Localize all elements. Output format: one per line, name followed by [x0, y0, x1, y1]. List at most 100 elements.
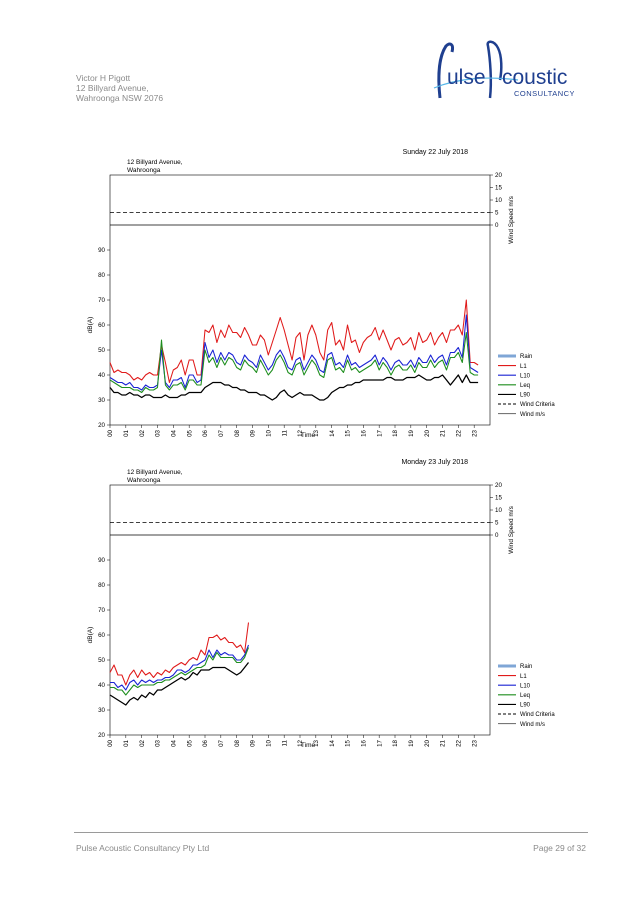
y-tick-label: 70 [98, 607, 105, 614]
y-tick-label: 70 [98, 297, 105, 304]
y2-tick-label: 0 [495, 532, 499, 539]
series-line-leq [110, 647, 249, 696]
legend-label: Rain [520, 354, 532, 360]
x-tick-label: 11 [281, 429, 288, 436]
chart-title: Sunday 22 July 2018 [403, 149, 468, 156]
y-tick-label: 80 [98, 272, 105, 279]
x-tick-label: 18 [392, 739, 399, 746]
chart-monday: Monday 23 July 2018 12 Billyard Avenue,Wa… [87, 459, 555, 749]
y-tick-label: 30 [98, 397, 105, 404]
legend-label: Wind Criteria [520, 402, 555, 408]
x-tick-label: 05 [186, 739, 193, 746]
x-tick-label: 04 [171, 739, 178, 746]
y-tick-label: 20 [98, 422, 105, 429]
chart-subtitle: Wahroonga [127, 477, 161, 484]
series-line-l1 [109, 299, 479, 384]
chart-subtitle: 12 Billyard Avenue, [127, 159, 183, 166]
y2-tick-label: 5 [495, 520, 499, 527]
series-line-l10 [109, 314, 479, 391]
x-tick-label: 05 [186, 429, 193, 436]
x-tick-label: 00 [107, 739, 114, 746]
y-axis-label: dB(A) [87, 627, 94, 644]
x-tick-label: 09 [250, 429, 257, 436]
series-line-l90 [109, 662, 250, 706]
address-block: Victor H Pigott 12 Billyard Avenue, Wahr… [76, 73, 163, 103]
chart-title: Monday 23 July 2018 [401, 459, 468, 466]
y2-tick-label: 20 [495, 482, 502, 489]
x-tick-label: 08 [234, 429, 241, 436]
x-tick-label: 07 [218, 739, 225, 746]
x-tick-label: 22 [456, 739, 463, 746]
legend-label: Leq [520, 383, 530, 389]
y-tick-label: 40 [98, 682, 105, 689]
y-tick-label: 20 [98, 732, 105, 739]
x-tick-label: 23 [471, 739, 478, 746]
x-tick-label: 17 [376, 739, 383, 746]
x-tick-label: 19 [408, 429, 415, 436]
x-tick-label: 20 [424, 739, 431, 746]
legend-label: Wind m/s [520, 412, 545, 418]
footer-page-number: Page 29 of 32 [533, 843, 586, 853]
x-axis-label: Time [301, 432, 316, 439]
legend-label: Wind Criteria [520, 712, 555, 718]
x-tick-label: 19 [408, 739, 415, 746]
legend-label: L1 [520, 364, 527, 370]
y-tick-label: 60 [98, 632, 105, 639]
x-tick-label: 12 [297, 429, 304, 436]
x-tick-label: 15 [345, 739, 352, 746]
y-tick-label: 60 [98, 322, 105, 329]
footer-company: Pulse Acoustic Consultancy Pty Ltd [76, 843, 210, 853]
x-tick-label: 06 [202, 429, 209, 436]
x-tick-label: 21 [440, 429, 447, 436]
x-tick-label: 11 [281, 739, 288, 746]
y2-tick-label: 15 [495, 185, 502, 192]
x-tick-label: 16 [361, 739, 368, 746]
x-tick-label: 07 [218, 429, 225, 436]
legend-label: L10 [520, 373, 531, 379]
logo-swoosh-icon [433, 40, 519, 99]
series-line-leq [109, 331, 479, 394]
footer-divider [74, 832, 588, 833]
y-tick-label: 30 [98, 707, 105, 714]
y2-tick-label: 0 [495, 222, 499, 229]
x-tick-label: 03 [155, 429, 162, 436]
x-tick-label: 10 [266, 429, 273, 436]
x-tick-label: 00 [107, 429, 114, 436]
y2-tick-label: 10 [495, 507, 502, 514]
logo-text-2: coustic [502, 66, 567, 89]
y2-tick-label: 5 [495, 210, 499, 217]
series-line-l10 [110, 644, 249, 691]
x-tick-label: 08 [234, 739, 241, 746]
y2-tick-label: 10 [495, 197, 502, 204]
legend-label: Leq [520, 693, 530, 699]
x-tick-label: 06 [202, 739, 209, 746]
y-axis-label: dB(A) [87, 317, 94, 334]
y-tick-label: 80 [98, 582, 105, 589]
x-tick-label: 03 [155, 739, 162, 746]
y2-axis-label: Wind Speed m/s [508, 505, 515, 553]
address-line: 12 Billyard Avenue, [76, 83, 149, 93]
x-tick-label: 01 [123, 429, 130, 436]
logo-text-1: ulse [447, 66, 486, 89]
chart-subtitle: 12 Billyard Avenue, [127, 469, 183, 476]
y2-tick-label: 20 [495, 172, 502, 179]
legend-label: L1 [520, 674, 527, 680]
x-tick-label: 02 [139, 429, 146, 436]
chart-subtitle: Wahroonga [127, 167, 161, 174]
x-tick-label: 14 [329, 429, 336, 436]
address-line: Wahroonga NSW 2076 [76, 93, 164, 103]
y2-tick-label: 15 [495, 495, 502, 502]
x-tick-label: 20 [424, 429, 431, 436]
legend-label: L90 [520, 703, 531, 709]
legend-label: L10 [520, 683, 531, 689]
company-logo: ulse coustic CONSULTANCY [433, 40, 574, 99]
y-tick-label: 50 [98, 347, 105, 354]
x-tick-label: 22 [456, 429, 463, 436]
y-tick-label: 90 [98, 247, 105, 254]
x-tick-label: 23 [471, 429, 478, 436]
x-tick-label: 10 [266, 739, 273, 746]
x-tick-label: 16 [361, 429, 368, 436]
x-tick-label: 09 [250, 739, 257, 746]
y2-axis-label: Wind Speed m/s [508, 195, 515, 243]
x-tick-label: 04 [171, 429, 178, 436]
